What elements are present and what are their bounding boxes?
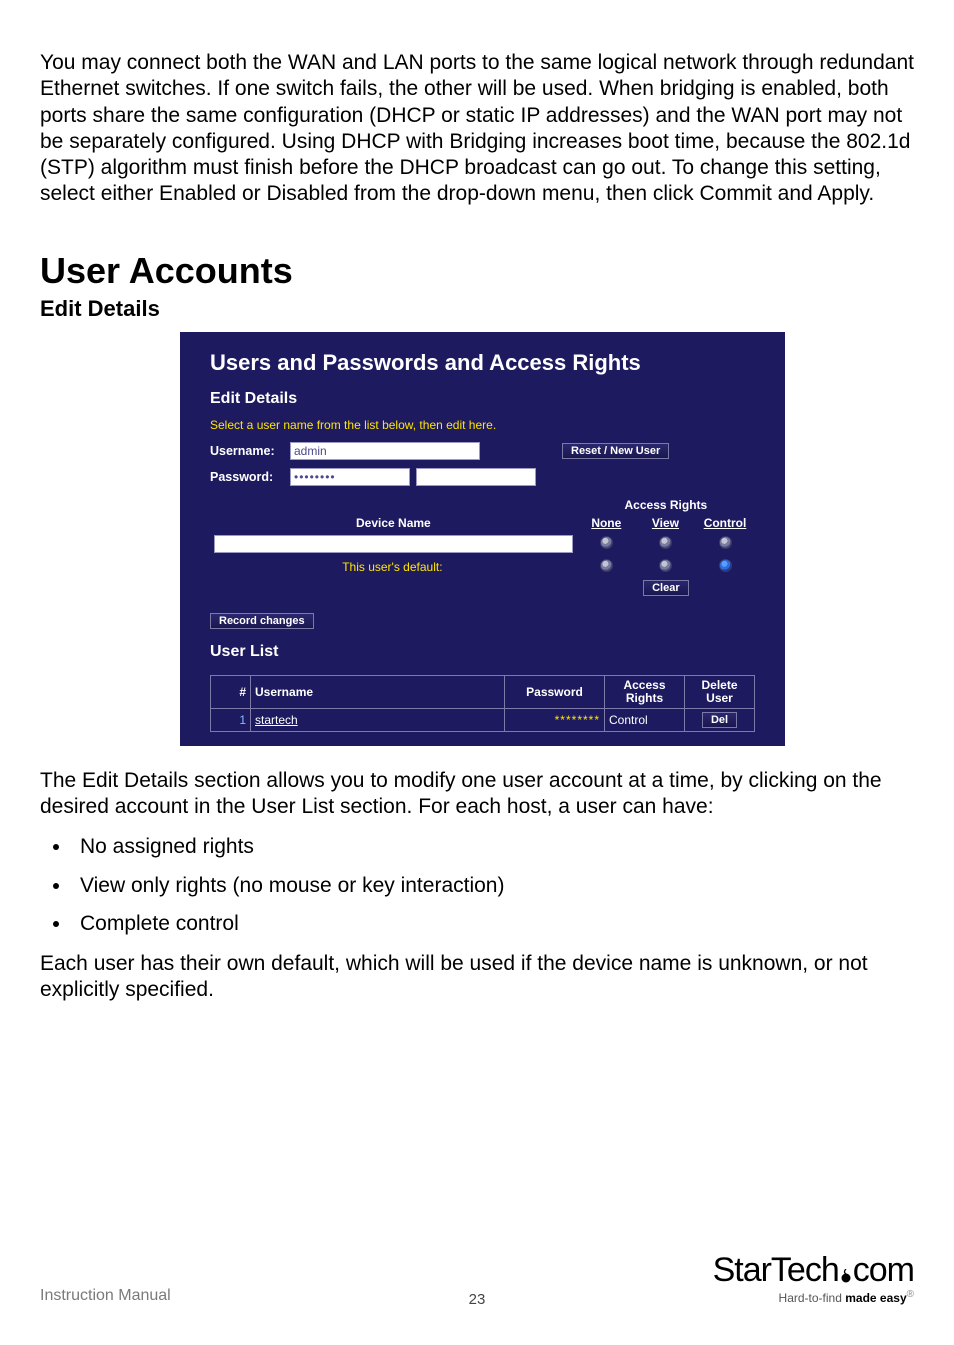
radio-default-none[interactable] <box>600 559 613 572</box>
ut-password-header: Password <box>505 675 605 708</box>
device-name-input[interactable] <box>214 535 573 553</box>
ut-num-header: # <box>211 675 251 708</box>
intro-paragraph: You may connect both the WAN and LAN por… <box>40 50 914 208</box>
rights-list: No assigned rights View only rights (no … <box>40 834 914 937</box>
radio-default-control[interactable] <box>719 559 732 572</box>
device-access-table: Device Name Access Rights None View Cont… <box>210 496 755 599</box>
users-panel: Users and Passwords and Access Rights Ed… <box>180 332 785 746</box>
record-changes-button[interactable]: Record changes <box>210 613 314 629</box>
username-input[interactable] <box>290 442 480 460</box>
logo-suffix: com <box>853 1251 914 1289</box>
radio-default-view[interactable] <box>659 559 672 572</box>
ut-username-header: Username <box>251 675 505 708</box>
section-heading: User Accounts <box>40 250 914 292</box>
subsection-heading: Edit Details <box>40 296 914 322</box>
list-item: Complete control <box>72 911 914 937</box>
logo-dot-icon <box>839 1269 853 1283</box>
radio-view[interactable] <box>659 536 672 549</box>
username-label: Username: <box>210 444 284 458</box>
screenshot-wrap: Users and Passwords and Access Rights Ed… <box>40 332 914 746</box>
list-item: No assigned rights <box>72 834 914 860</box>
user-row-num: 1 <box>211 708 251 731</box>
list-item: View only rights (no mouse or key intera… <box>72 873 914 899</box>
panel-title: Users and Passwords and Access Rights <box>210 350 755 376</box>
reset-new-user-button[interactable]: Reset / New User <box>562 443 669 459</box>
select-hint: Select a user name from the list below, … <box>210 418 755 432</box>
clear-button[interactable]: Clear <box>643 580 689 596</box>
default-description: Each user has their own default, which w… <box>40 951 914 1004</box>
edit-details-description: The Edit Details section allows you to m… <box>40 768 914 821</box>
view-header: View <box>636 514 695 532</box>
device-row-blank <box>210 532 755 556</box>
ut-delete-header: Delete User <box>685 675 755 708</box>
page-footer: Instruction Manual 23 StarTechcom Hard-t… <box>40 1253 914 1305</box>
access-rights-header: Access Rights <box>577 496 755 514</box>
password-confirm-input[interactable] <box>416 468 536 486</box>
user-default-label: This user's default: <box>210 556 577 578</box>
logo-text: StarTech <box>713 1251 839 1289</box>
ut-access-header: Access Rights <box>605 675 685 708</box>
password-row: Password: <box>210 468 755 486</box>
clear-row: Clear <box>210 578 755 599</box>
device-name-header: Device Name <box>210 496 577 532</box>
delete-user-button[interactable]: Del <box>702 712 737 728</box>
none-header: None <box>577 514 636 532</box>
user-list-table: # Username Password Access Rights Delete… <box>210 675 755 732</box>
radio-control[interactable] <box>719 536 732 549</box>
user-list-title: User List <box>210 643 755 661</box>
user-row-password: ******** <box>505 708 605 731</box>
device-row-default: This user's default: <box>210 556 755 578</box>
user-row-username[interactable]: startech <box>251 708 505 731</box>
username-row: Username: Reset / New User <box>210 442 755 460</box>
radio-none[interactable] <box>600 536 613 549</box>
password-label: Password: <box>210 470 284 484</box>
control-header: Control <box>695 514 755 532</box>
brand-logo: StarTech com <box>713 1253 914 1287</box>
password-input[interactable] <box>290 468 410 486</box>
user-row: 1 startech ******** Control Del <box>211 708 755 731</box>
edit-details-title: Edit Details <box>210 390 755 408</box>
page-number: 23 <box>40 1291 914 1308</box>
user-row-access: Control <box>605 708 685 731</box>
